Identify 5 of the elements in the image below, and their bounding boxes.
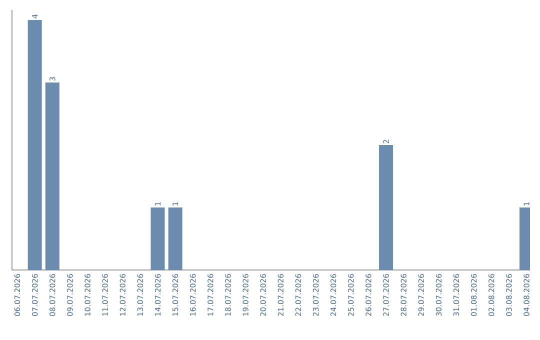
bar	[28, 20, 42, 270]
bar	[45, 82, 60, 270]
bar	[379, 145, 394, 270]
bar	[168, 208, 182, 270]
bar	[150, 208, 165, 270]
